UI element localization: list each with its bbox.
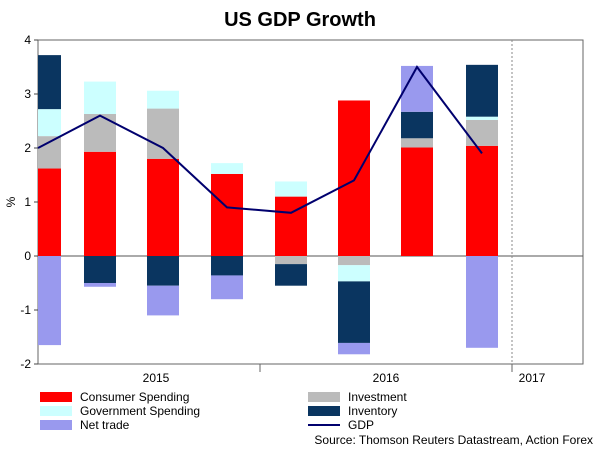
bar-investment-7 [401, 138, 433, 148]
bar-netTrade-7 [401, 65, 433, 112]
gdp-line [37, 65, 483, 214]
legend-swatch-inventory [308, 406, 340, 416]
x-year-label: 2017 [519, 371, 546, 385]
bar-consumer-1 [38, 168, 61, 256]
legend-label-inventory: Inventory [348, 404, 397, 418]
bar-consumer-2 [84, 151, 116, 256]
legend-label-netTrade: Net trade [80, 418, 130, 432]
bar-investment-2 [84, 113, 116, 152]
bar-inventory-6 [338, 281, 370, 343]
chart-title: US GDP Growth [224, 9, 376, 31]
legend-swatch-government [40, 406, 72, 416]
bar-netTrade-1 [38, 256, 61, 346]
x-year-label: 2016 [373, 371, 400, 385]
y-tick-label: 3 [24, 87, 31, 101]
bar-investment-8 [466, 119, 498, 146]
bar-consumer-3 [147, 158, 179, 256]
bar-consumer-5 [275, 196, 307, 256]
legend-label-investment: Investment [348, 390, 407, 404]
chart-source: Source: Thomson Reuters Datastream, Acti… [314, 433, 593, 447]
legend-label-consumer: Consumer Spending [80, 390, 189, 404]
bar-inventory-3 [147, 256, 179, 286]
bar-government-6 [338, 265, 370, 282]
bar-government-2 [84, 81, 116, 114]
y-tick-label: 0 [24, 249, 31, 263]
bar-netTrade-4 [211, 275, 243, 300]
bar-investment-5 [275, 256, 307, 265]
bar-inventory-8 [466, 64, 498, 117]
bar-inventory-1 [38, 55, 61, 110]
bar-consumer-6 [338, 100, 370, 256]
bar-consumer-7 [401, 147, 433, 256]
y-tick-label: 1 [24, 195, 31, 209]
bar-government-5 [275, 181, 307, 197]
bar-netTrade-2 [84, 283, 116, 287]
bar-investment-3 [147, 108, 179, 159]
bar-netTrade-8 [466, 256, 498, 348]
legend-swatch-consumer [40, 392, 72, 402]
legend-swatch-investment [308, 392, 340, 402]
bar-consumer-4 [211, 173, 243, 256]
x-year-label: 2015 [143, 371, 170, 385]
y-tick-label: -1 [20, 303, 31, 317]
bar-netTrade-6 [338, 342, 370, 355]
bar-netTrade-3 [147, 285, 179, 316]
bar-inventory-4 [211, 256, 243, 276]
bar-consumer-8 [466, 145, 498, 256]
bar-investment-6 [338, 256, 370, 266]
y-tick-label: -2 [20, 357, 31, 371]
y-tick-label: 4 [24, 33, 31, 47]
y-axis-label: % [4, 196, 18, 207]
legend-label-gdp: GDP [348, 418, 374, 432]
bar-inventory-2 [84, 256, 116, 283]
bar-government-8 [466, 116, 498, 120]
bar-government-3 [147, 90, 179, 109]
legend-label-government: Government Spending [80, 404, 200, 418]
bar-government-1 [38, 109, 61, 137]
y-tick-label: 2 [24, 141, 31, 155]
legend-swatch-netTrade [40, 420, 72, 430]
bar-inventory-5 [275, 264, 307, 286]
bar-government-4 [211, 163, 243, 174]
bar-inventory-7 [401, 111, 433, 139]
